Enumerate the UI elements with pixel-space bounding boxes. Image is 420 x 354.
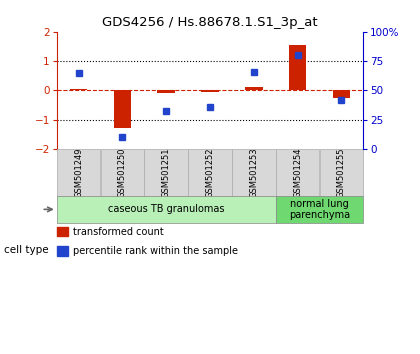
Title: GDS4256 / Hs.88678.1.S1_3p_at: GDS4256 / Hs.88678.1.S1_3p_at (102, 16, 318, 29)
Bar (158, 90, 175, 93)
Text: GSM501253: GSM501253 (249, 147, 258, 198)
Text: normal lung
parenchyma: normal lung parenchyma (289, 199, 350, 220)
Bar (100, 149, 144, 196)
Text: caseous TB granulomas: caseous TB granulomas (108, 204, 224, 215)
Bar (57, 196, 276, 223)
Bar (57, 149, 100, 196)
Bar (276, 149, 320, 196)
Bar (144, 149, 188, 196)
Bar (320, 149, 363, 196)
Bar (232, 149, 276, 196)
Text: GSM501251: GSM501251 (162, 147, 171, 198)
Bar (333, 90, 350, 98)
Text: GSM501255: GSM501255 (337, 147, 346, 198)
Bar (114, 90, 131, 129)
Text: GSM501252: GSM501252 (205, 147, 215, 198)
Bar (289, 45, 306, 90)
Bar (188, 149, 232, 196)
Text: transformed count: transformed count (73, 227, 163, 237)
Text: GSM501254: GSM501254 (293, 147, 302, 198)
Bar (70, 89, 87, 90)
Bar (201, 90, 219, 92)
Bar (276, 196, 363, 223)
Text: GSM501249: GSM501249 (74, 147, 83, 198)
Text: GSM501250: GSM501250 (118, 147, 127, 198)
Text: cell type: cell type (4, 245, 49, 255)
Text: percentile rank within the sample: percentile rank within the sample (73, 246, 238, 256)
Bar (245, 87, 262, 90)
